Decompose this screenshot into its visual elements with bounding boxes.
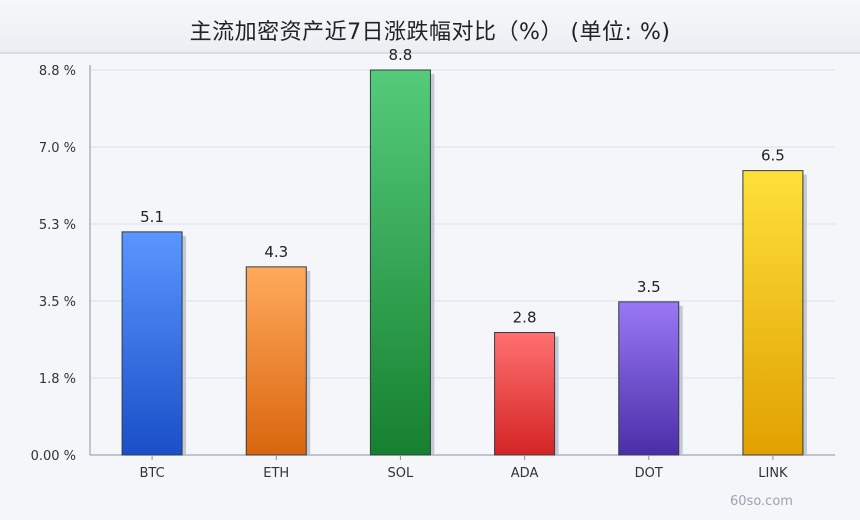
- y-tick-label: 0.00 %: [31, 449, 76, 464]
- data-label: 6.5: [761, 147, 785, 165]
- y-tick-label: 8.8 %: [39, 64, 76, 79]
- x-tick-label: BTC: [139, 466, 164, 481]
- x-tick-label: ETH: [263, 466, 289, 481]
- bar: [618, 301, 680, 456]
- chart-title: 主流加密资产近7日涨跌幅对比（%） (单位: %): [189, 20, 671, 45]
- bar: [494, 332, 556, 456]
- watermark: 60so.com: [730, 494, 793, 509]
- bar: [121, 231, 183, 456]
- x-tick-label: DOT: [635, 466, 663, 481]
- title-bar: 主流加密资产近7日涨跌幅对比（%） (单位: %): [0, 0, 860, 54]
- data-label: 2.8: [513, 309, 537, 327]
- bar: [369, 69, 431, 456]
- data-label: 3.5: [637, 278, 661, 296]
- x-tick-label: LINK: [758, 466, 788, 481]
- bar: [742, 170, 804, 456]
- x-tick-label: SOL: [388, 466, 414, 481]
- x-tick-label: ADA: [511, 466, 539, 481]
- y-tick-label: 3.5 %: [39, 295, 76, 310]
- data-label: 5.1: [140, 208, 164, 226]
- y-tick-label: 7.0 %: [39, 141, 76, 156]
- y-tick-label: 1.8 %: [39, 372, 76, 387]
- data-label: 4.3: [264, 243, 288, 261]
- data-label: 8.8: [388, 46, 412, 64]
- y-tick-label: 5.3 %: [39, 218, 76, 233]
- bar: [245, 266, 307, 456]
